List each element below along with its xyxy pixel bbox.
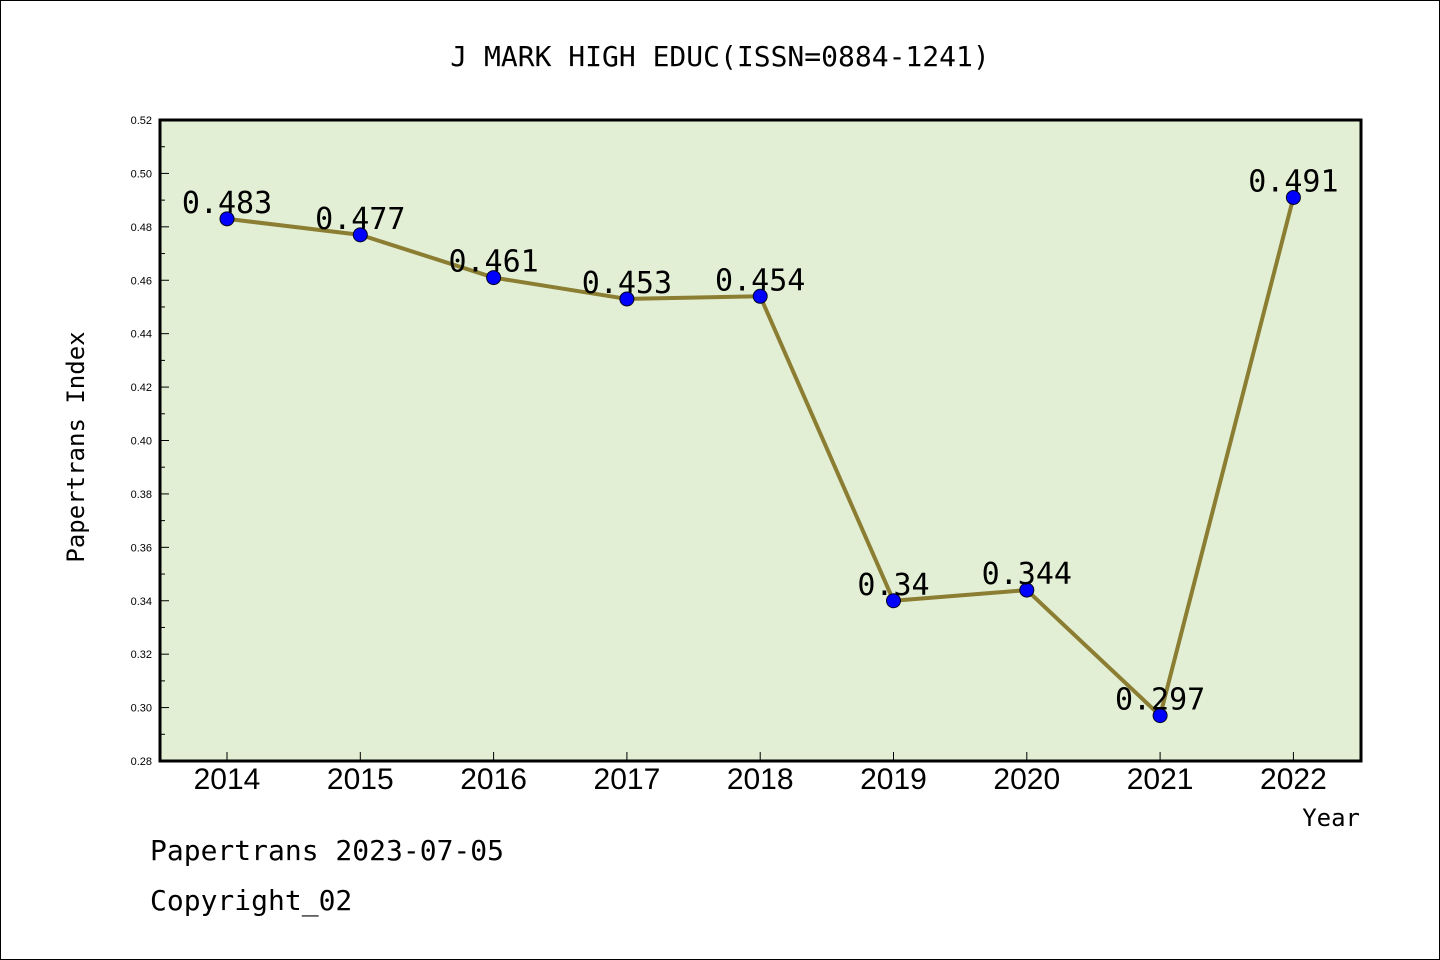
y-tick-label: 0.42: [131, 382, 152, 394]
y-tick-label: 0.40: [131, 436, 152, 448]
x-tick-label: 2016: [460, 763, 527, 796]
series-group: 0.483 0.477 0.461 0.453 0.454 0.34 0.344 0.297 0…: [182, 164, 1339, 724]
data-label: 0.454: [715, 263, 805, 298]
data-point: [886, 593, 901, 609]
data-point: [752, 288, 768, 304]
y-axis: 0.28 0.30 0.32 0.34 0.36 0.38 0.40 0.42 0.44 0.46…: [131, 115, 169, 768]
y-tick-label: 0.46: [131, 275, 152, 287]
x-tick-label: 2019: [860, 763, 927, 796]
x-tick-label: 2015: [327, 763, 394, 796]
y-tick-label: 0.52: [131, 115, 152, 127]
data-label: 0.477: [315, 202, 405, 237]
y-tick-label: 0.38: [131, 489, 152, 501]
data-label: 0.344: [982, 557, 1072, 592]
data-label: 0.34: [857, 568, 929, 603]
data-label: 0.483: [182, 186, 272, 221]
y-tick-label: 0.32: [131, 649, 152, 661]
data-point: [1152, 708, 1168, 724]
y-axis-label: Papertrans Index: [62, 331, 90, 562]
data-point: [619, 291, 635, 307]
data-label: 0.297: [1115, 683, 1205, 718]
x-tick-label: 2017: [594, 763, 661, 796]
plot-area: [158, 118, 1363, 763]
data-label: 0.453: [582, 266, 672, 301]
y-tick-label: 0.30: [131, 703, 152, 715]
data-label: 0.461: [448, 245, 538, 280]
data-point: [219, 211, 235, 227]
data-point: [1019, 582, 1035, 598]
data-point: [352, 227, 368, 243]
x-tick-label: 2020: [993, 763, 1060, 796]
x-axis-label: Year: [1302, 804, 1360, 832]
x-axis: 2014 2015 2016 2017 2018 2019 2020 2021 2022: [194, 752, 1327, 796]
x-tick-label: 2022: [1260, 763, 1327, 796]
x-tick-label: 2018: [727, 763, 794, 796]
footer-copyright: Copyright_02: [150, 884, 353, 917]
y-tick-label: 0.50: [131, 168, 152, 180]
chart-title: J MARK HIGH EDUC(ISSN=0884-1241): [450, 40, 989, 73]
x-tick-label: 2014: [194, 763, 261, 796]
y-tick-label: 0.44: [131, 329, 152, 341]
data-point: [486, 270, 502, 286]
x-tick-label: 2021: [1127, 763, 1194, 796]
y-tick-label: 0.36: [131, 542, 152, 554]
data-point: [1285, 189, 1301, 205]
y-tick-label: 0.48: [131, 222, 152, 234]
data-label: 0.491: [1248, 164, 1338, 199]
y-tick-label: 0.34: [131, 596, 152, 608]
footer-date: Papertrans 2023-07-05: [150, 834, 505, 867]
y-tick-label: 0.28: [131, 756, 152, 768]
